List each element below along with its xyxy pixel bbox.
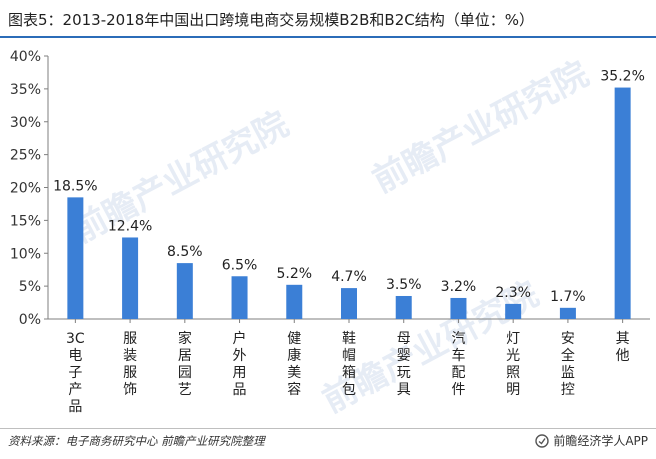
data-label: 4.7% <box>331 269 367 285</box>
category-label: 汽车配件 <box>451 331 465 398</box>
title-bar: 图表5：2013-2018年中国出口跨境电商交易规模B2B和B2C结构（单位：%… <box>0 0 656 38</box>
data-label: 12.4% <box>108 218 152 234</box>
bar-2 <box>122 237 139 319</box>
category-label: 安全监控 <box>561 331 575 398</box>
category-label: 服装服饰 <box>123 331 137 398</box>
y-tick-label: 10% <box>10 246 41 262</box>
category-label: 鞋帽箱包 <box>342 331 356 398</box>
chart-title: 图表5：2013-2018年中国出口跨境电商交易规模B2B和B2C结构（单位：%… <box>8 11 534 29</box>
data-label: 18.5% <box>53 178 97 194</box>
bar-9 <box>505 303 522 319</box>
category-label: 灯光照明 <box>506 331 520 398</box>
category-label: 户外用品 <box>233 330 247 398</box>
y-tick-label: 35% <box>10 82 41 98</box>
category-label: 健康美容 <box>287 331 301 398</box>
brand-name: 前瞻经济学人APP <box>553 434 648 448</box>
category-label: 母婴玩具 <box>397 331 411 398</box>
data-label: 6.5% <box>222 257 258 273</box>
data-label: 1.7% <box>550 289 586 305</box>
data-label: 2.3% <box>495 285 531 301</box>
category-label: 3C 电子产品 <box>66 331 85 415</box>
y-tick-label: 30% <box>10 115 41 131</box>
bar-chart: 0% 5% 10% 15% 20% 25% 30% 35% 40% 18.5% 3C 电子产品 12.4… <box>10 49 650 415</box>
category-label: 其他 <box>616 331 630 364</box>
bar-3 <box>176 263 193 319</box>
data-label: 5.2% <box>276 266 312 282</box>
y-tick-label: 15% <box>10 213 41 229</box>
category-label: 家居园艺 <box>178 330 192 398</box>
bar-1 <box>67 197 84 319</box>
footer-divider <box>0 428 656 429</box>
bar-4 <box>231 276 248 319</box>
bar-7 <box>395 295 412 319</box>
y-tick-label: 25% <box>10 148 41 164</box>
bar-5 <box>286 284 303 319</box>
data-label: 8.5% <box>167 244 203 260</box>
data-label: 3.2% <box>441 279 477 295</box>
y-tick-label: 0% <box>19 312 41 328</box>
y-tick-label: 5% <box>19 279 41 295</box>
bar-11 <box>614 87 631 319</box>
bar-8 <box>450 297 467 319</box>
brand-logo-icon <box>535 433 550 448</box>
source-note: 资料来源：电子商务研究中心 前瞻产业研究院整理 <box>8 434 265 448</box>
bar-10 <box>559 307 576 319</box>
data-label: 35.2% <box>600 69 644 85</box>
y-tick-label: 40% <box>10 49 41 65</box>
bar-6 <box>341 288 357 319</box>
data-label: 3.5% <box>386 277 422 293</box>
y-tick-label: 20% <box>10 181 41 197</box>
brand-credit: 前瞻经济学人APP <box>535 432 648 449</box>
